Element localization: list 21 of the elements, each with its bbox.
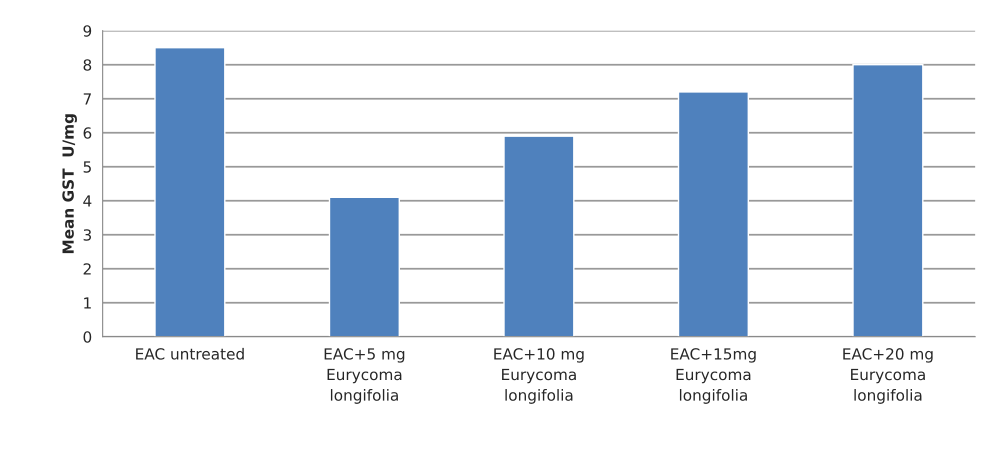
y-tick-label: 7: [84, 93, 91, 105]
y-tick-label: 9: [83, 25, 92, 37]
x-tick-label: EAC+20 mg Eurycoma longifolia: [843, 348, 933, 404]
bar: [678, 91, 749, 337]
y-tick-label: 5: [84, 161, 91, 173]
y-axis-title: Mean GST U/mg: [62, 114, 77, 254]
y-tick-label: 8: [84, 59, 92, 71]
x-tick-label: EAC+10 mg Eurycoma longifolia: [494, 348, 584, 404]
bar: [154, 47, 226, 337]
y-tick-label: 6: [84, 127, 92, 139]
y-tick-label: 4: [83, 195, 92, 207]
y-tick-label: 2: [84, 263, 91, 275]
y-tick-label: 0: [84, 331, 92, 343]
y-tick-label: 1: [84, 297, 91, 309]
x-tick-label: EAC+5 mg Eurycoma longifolia: [324, 348, 404, 404]
bar: [503, 135, 574, 337]
bar: [852, 64, 924, 337]
x-tick-label: EAC untreated: [136, 348, 244, 360]
x-tick-label: EAC+15mg Eurycoma longifolia: [671, 348, 756, 404]
bar: [328, 196, 400, 337]
y-tick-label: 3: [84, 229, 92, 241]
